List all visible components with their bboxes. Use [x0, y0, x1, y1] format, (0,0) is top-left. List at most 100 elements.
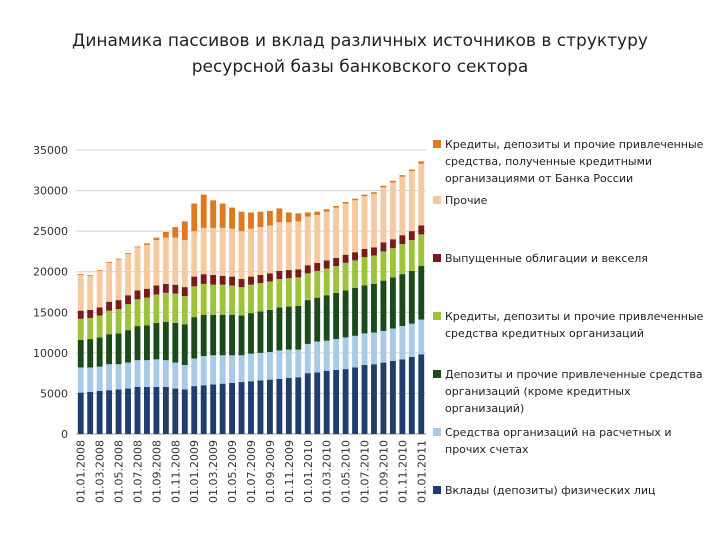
- bar-segment-series-4-01.08.2010: [371, 247, 377, 256]
- x-tick-label: 01.07.2009: [245, 440, 258, 503]
- x-tick-label: 01.11.2010: [396, 440, 409, 503]
- bar-segment-series-1-01.02.2009: [200, 356, 207, 386]
- bar-segment-series-3-01.11.2009: [285, 278, 292, 307]
- bar-segment-series-5-01.03.2009: [210, 227, 217, 275]
- bar-segment-series-1-01.12.2009: [295, 349, 302, 378]
- legend-label: средства, полученные кредитными: [445, 155, 652, 168]
- bar-segment-series-5-01.10.2009: [276, 222, 283, 271]
- bar-segment-series-0-01.01.2010: [304, 373, 311, 434]
- bar-segment-series-4-01.05.2008: [115, 300, 122, 310]
- y-tick-label: 10000: [33, 347, 68, 360]
- bar-segment-series-0-01.10.2008: [162, 386, 169, 434]
- bar-segment-series-0-01.02.2009: [200, 385, 207, 434]
- bar-segment-series-6-01.12.2010: [408, 169, 415, 172]
- bar-segment-series-3-01.09.2010: [380, 251, 387, 281]
- bar-segment-series-1-01.06.2008: [125, 362, 131, 389]
- x-tick-label: 01.01.2008: [75, 440, 88, 503]
- bar-segment-series-6-01.07.2010: [361, 194, 368, 197]
- bar-segment-series-0-01.04.2008: [106, 390, 113, 434]
- bar-segment-series-6-01.04.2010: [333, 205, 340, 208]
- bar-segment-series-3-01.11.2008: [172, 293, 179, 323]
- bar-segment-series-5-01.02.2009: [200, 227, 207, 275]
- bar-segment-series-2-01.05.2008: [115, 333, 122, 365]
- bar-segment-series-0-01.08.2010: [371, 364, 377, 434]
- legend-swatch: [433, 370, 441, 378]
- bar-segment-series-3-01.04.2008: [106, 310, 113, 335]
- legend-swatch: [433, 254, 441, 262]
- bar-segment-series-6-01.08.2010: [371, 192, 377, 194]
- bar-segment-series-3-01.05.2009: [229, 285, 236, 315]
- legend-label: прочих счетах: [445, 443, 529, 456]
- bar-segment-series-0-01.10.2009: [276, 378, 283, 434]
- x-tick-label: 01.05.2010: [340, 440, 353, 503]
- bar-segment-series-3-01.12.2008: [181, 296, 188, 325]
- bar-segment-series-3-01.06.2008: [125, 304, 131, 331]
- bar-segment-series-2-01.08.2009: [257, 311, 264, 353]
- bar-segment-series-5-01.04.2009: [219, 227, 226, 276]
- bar-segment-series-4-01.08.2009: [257, 274, 264, 284]
- bar-segment-series-3-01.08.2008: [144, 297, 150, 326]
- bar-segment-series-3-01.12.2010: [408, 240, 415, 271]
- bar-segment-series-4-01.09.2008: [153, 285, 160, 295]
- bar-segment-series-6-01.09.2008: [153, 237, 160, 241]
- y-tick-label: 0: [61, 428, 68, 441]
- bar-segment-series-1-01.07.2009: [248, 353, 254, 382]
- bar-segment-series-2-01.06.2008: [125, 330, 131, 363]
- bar-segment-series-6-01.07.2009: [248, 212, 254, 229]
- bar-segment-series-3-01.07.2008: [134, 299, 141, 327]
- legend: Кредиты, депозиты и прочие привлеченные с…: [433, 138, 704, 497]
- bar-segment-series-2-01.09.2008: [153, 322, 160, 360]
- bar-segment-series-6-01.08.2009: [257, 211, 264, 228]
- bar-segment-series-1-01.11.2008: [172, 362, 179, 389]
- bar-segment-series-2-01.09.2010: [380, 280, 387, 331]
- bar-segment-series-1-01.02.2008: [87, 367, 94, 392]
- bar-segment-series-2-01.12.2009: [295, 305, 302, 350]
- bar-segment-series-5-01.12.2010: [408, 171, 415, 232]
- bar-segment-series-0-01.01.2011: [418, 354, 425, 434]
- bar-segment-series-6-01.03.2010: [323, 209, 330, 212]
- bar-segment-series-3-01.05.2008: [115, 309, 122, 334]
- bar-segment-series-5-01.10.2008: [162, 237, 169, 284]
- bar-segment-series-1-01.09.2009: [266, 352, 273, 380]
- bar-segment-series-2-01.02.2008: [87, 339, 94, 368]
- bar-segment-series-3-01.03.2010: [323, 268, 330, 296]
- bar-segment-series-0-01.09.2010: [380, 362, 387, 434]
- bar-segment-series-6-01.01.2010: [304, 212, 311, 217]
- bar-segment-series-3-01.01.2010: [304, 273, 311, 301]
- bar-segment-series-1-01.05.2009: [229, 355, 236, 383]
- bar-segment-series-4-01.12.2010: [408, 231, 415, 241]
- bar-segment-series-4-01.04.2009: [219, 275, 226, 285]
- bar-segment-series-1-01.01.2008: [77, 367, 84, 393]
- bar-segment-series-1-01.10.2009: [276, 350, 283, 379]
- bar-segment-series-6-01.01.2008: [77, 274, 84, 275]
- bar-segment-series-6-01.02.2010: [314, 211, 321, 215]
- bar-segment-series-6-01.10.2008: [162, 231, 169, 238]
- bar-segment-series-4-01.09.2010: [380, 242, 387, 252]
- bar-segment-series-0-01.04.2009: [219, 383, 226, 434]
- bar-segment-series-3-01.10.2010: [389, 248, 396, 278]
- bar-segment-series-1-01.05.2010: [342, 337, 349, 370]
- bar-segment-series-0-01.08.2009: [257, 380, 264, 434]
- bar-segment-series-2-01.04.2010: [333, 292, 340, 340]
- bar-segment-series-5-01.09.2009: [266, 225, 273, 274]
- bar-segment-series-1-01.07.2008: [134, 360, 141, 387]
- bar-segment-series-4-01.03.2010: [323, 260, 330, 269]
- bar-segment-series-1-01.08.2010: [371, 332, 377, 365]
- bar-segment-series-0-01.11.2010: [399, 359, 406, 434]
- bar-segment-series-3-01.06.2009: [238, 287, 245, 316]
- bar-segment-series-5-01.05.2010: [342, 203, 349, 255]
- bar-segment-series-3-01.08.2010: [371, 255, 377, 284]
- bar-segment-series-0-01.02.2010: [314, 372, 321, 434]
- legend-label: Прочие: [445, 194, 488, 207]
- bar-segment-series-5-01.04.2010: [333, 207, 340, 258]
- bar-segment-series-5-01.12.2008: [181, 240, 188, 288]
- bar-segment-series-0-01.12.2009: [295, 377, 302, 434]
- bar-segment-series-5-01.02.2008: [87, 275, 94, 310]
- bar-segment-series-1-01.10.2008: [162, 360, 169, 387]
- bar-segment-series-2-01.06.2010: [352, 287, 358, 336]
- bar-segment-series-5-01.02.2010: [314, 214, 321, 263]
- chart-title: Динамика пассивов и вклад различных исто…: [40, 28, 680, 80]
- bar-segment-series-1-01.04.2008: [106, 364, 113, 391]
- bar-segment-series-5-01.12.2009: [295, 221, 302, 270]
